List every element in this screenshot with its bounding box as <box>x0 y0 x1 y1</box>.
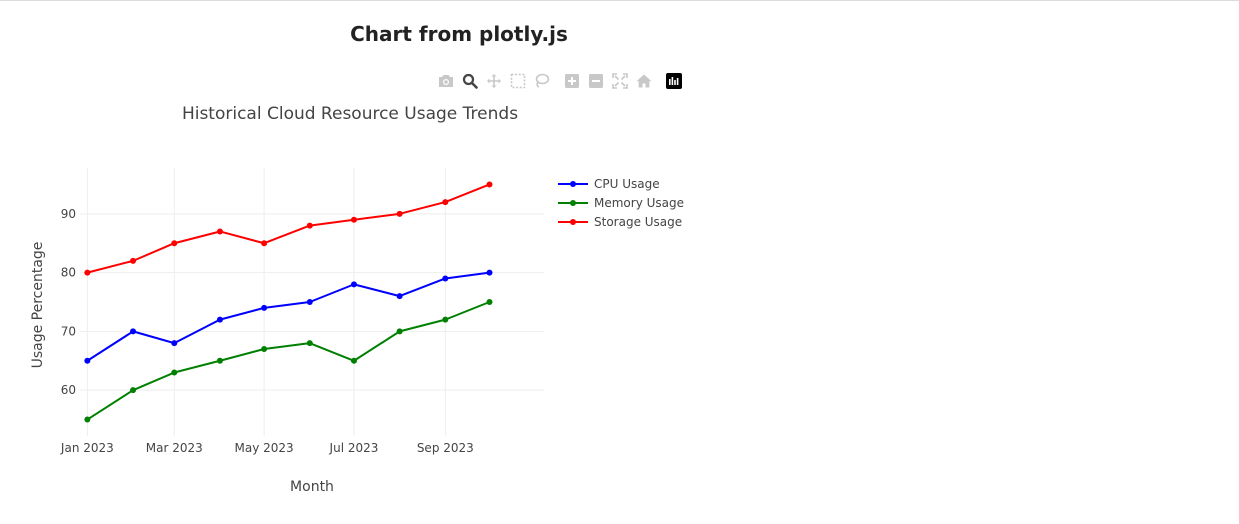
cpu-usage-point[interactable] <box>171 340 178 347</box>
legend-swatch-marker <box>570 219 576 225</box>
memory-usage-point[interactable] <box>396 328 403 335</box>
memory-usage-point[interactable] <box>130 387 137 394</box>
legend-label: Memory Usage <box>594 196 684 210</box>
autoscale-icon[interactable] <box>610 71 630 91</box>
top-divider <box>0 0 1239 1</box>
box-select-icon[interactable] <box>508 71 528 91</box>
plotly-logo-icon[interactable] <box>664 71 684 91</box>
cpu-usage-point[interactable] <box>396 293 403 300</box>
y-tick-label: 80 <box>61 266 76 280</box>
legend-item-storage-usage[interactable]: Storage Usage <box>558 215 682 229</box>
tick-labels: Jan 2023 Mar 2023 May 2023 Jul 2023 Sep 2023… <box>60 207 474 455</box>
storage-usage-point[interactable] <box>216 228 223 235</box>
cpu-usage-point[interactable] <box>306 299 313 305</box>
memory-usage-point[interactable] <box>306 340 313 347</box>
memory-usage-point[interactable] <box>171 369 178 376</box>
storage-usage-point[interactable] <box>350 216 357 223</box>
x-tick-label: Sep 2023 <box>417 441 474 455</box>
legend: CPU Usage Memory Usage Storage Usage <box>558 177 684 229</box>
modebar <box>436 71 688 91</box>
series-storage-usage <box>84 181 493 276</box>
x-axis-title: Month <box>290 479 334 495</box>
series-memory-usage <box>84 299 493 423</box>
x-tick-label: May 2023 <box>235 441 294 455</box>
legend-label: CPU Usage <box>594 177 660 191</box>
storage-usage-point[interactable] <box>130 257 137 264</box>
x-tick-label: Jul 2023 <box>329 441 379 455</box>
zoom-in-icon[interactable] <box>562 71 582 91</box>
memory-usage-point[interactable] <box>486 299 493 305</box>
zoom-icon[interactable] <box>460 71 480 91</box>
storage-usage-point[interactable] <box>84 269 91 276</box>
cpu-usage-point[interactable] <box>350 281 357 288</box>
storage-usage-line <box>87 183 490 274</box>
cpu-usage-point[interactable] <box>216 316 223 323</box>
x-tick-label: Jan 2023 <box>60 441 114 455</box>
grid <box>80 168 544 436</box>
memory-usage-point[interactable] <box>261 346 268 353</box>
y-tick-label: 90 <box>61 207 76 221</box>
cpu-usage-line <box>86 271 490 362</box>
cpu-usage-point[interactable] <box>261 304 268 311</box>
legend-label: Storage Usage <box>594 215 682 229</box>
legend-swatch-marker <box>570 200 576 206</box>
lasso-icon[interactable] <box>532 71 552 91</box>
storage-usage-point[interactable] <box>261 240 268 247</box>
cpu-usage-point[interactable] <box>84 357 91 364</box>
storage-usage-point[interactable] <box>396 210 403 217</box>
memory-usage-point[interactable] <box>84 416 91 423</box>
x-tick-label: Mar 2023 <box>146 441 203 455</box>
y-tick-label: 70 <box>61 324 76 338</box>
page-heading: Chart from plotly.js <box>350 22 568 46</box>
storage-usage-point[interactable] <box>486 181 493 188</box>
memory-usage-point[interactable] <box>442 316 449 323</box>
y-tick-label: 60 <box>61 383 76 397</box>
series-lines <box>84 181 493 423</box>
memory-usage-point[interactable] <box>350 357 357 364</box>
legend-swatch-marker <box>570 181 576 187</box>
camera-icon[interactable] <box>436 71 456 91</box>
cpu-usage-point[interactable] <box>442 275 449 282</box>
zoom-out-icon[interactable] <box>586 71 606 91</box>
series-cpu-usage <box>84 269 493 364</box>
pan-icon[interactable] <box>484 71 504 91</box>
reset-axes-icon[interactable] <box>634 71 654 91</box>
storage-usage-point[interactable] <box>442 199 449 206</box>
y-axis-title: Usage Percentage <box>30 242 46 369</box>
memory-usage-point[interactable] <box>216 357 223 364</box>
legend-item-memory-usage[interactable]: Memory Usage <box>558 196 684 210</box>
legend-item-cpu-usage[interactable]: CPU Usage <box>558 177 660 191</box>
cpu-usage-point[interactable] <box>130 328 137 335</box>
chart-title: Historical Cloud Resource Usage Trends <box>182 104 518 124</box>
memory-usage-line <box>86 301 490 421</box>
cpu-usage-point[interactable] <box>486 269 493 276</box>
storage-usage-point[interactable] <box>306 222 313 229</box>
storage-usage-point[interactable] <box>171 240 178 247</box>
